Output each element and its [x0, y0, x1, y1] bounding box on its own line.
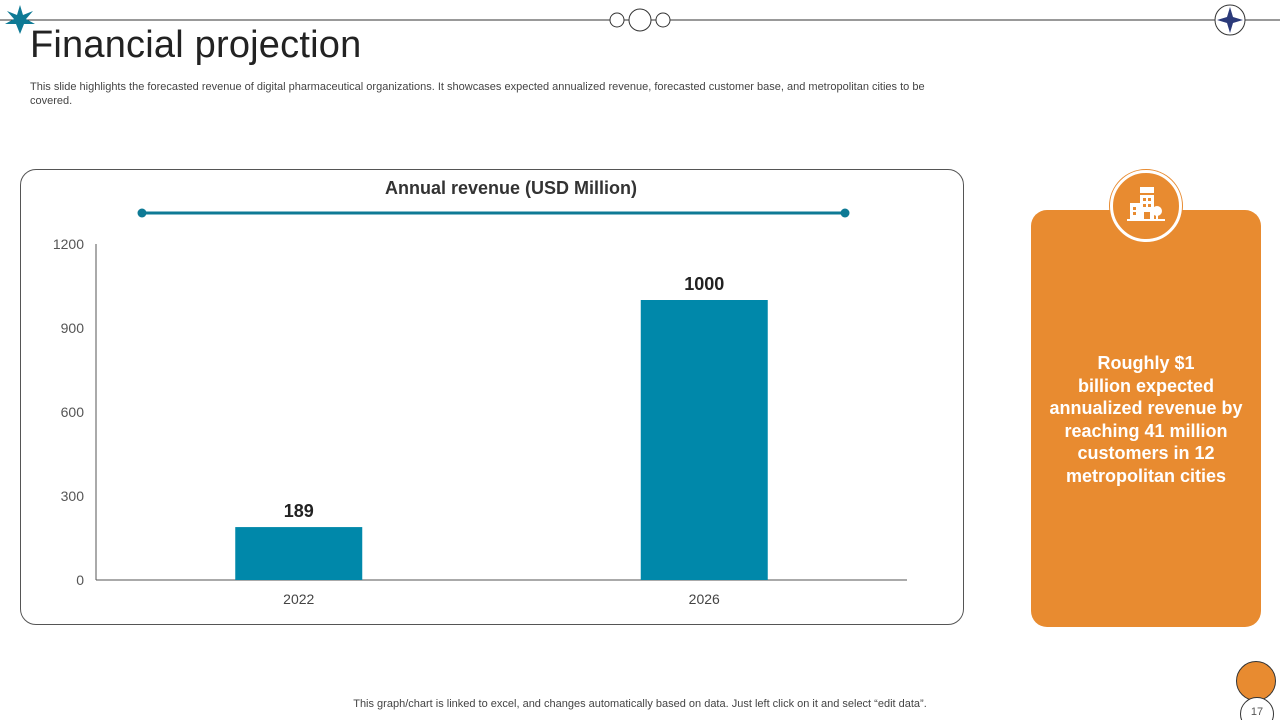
y-tick-label: 1200: [53, 236, 84, 252]
orange-decor-circle: [1236, 661, 1276, 701]
decor-circle-left: [609, 12, 625, 28]
chart-title: Annual revenue (USD Million): [385, 178, 637, 198]
bar-2026: [640, 300, 768, 580]
top-decoration: [0, 4, 1280, 36]
callout-card: [1031, 210, 1261, 627]
y-tick-label: 900: [61, 320, 85, 336]
callout-text: Roughly $1 billion expected annualized r…: [1049, 353, 1243, 486]
teal-star-icon: [5, 5, 35, 34]
building-icon-graphic: [1127, 187, 1165, 221]
building-icon: [1110, 170, 1182, 242]
data-label: 1000: [684, 274, 724, 294]
data-label: 189: [284, 501, 314, 521]
y-tick-label: 0: [76, 572, 84, 588]
compass-star-icon: [1214, 4, 1246, 36]
y-tick-label: 600: [61, 404, 85, 420]
y-tick-label: 300: [61, 488, 85, 504]
chart-card[interactable]: [20, 169, 964, 625]
page-title: Financial projection: [30, 24, 362, 66]
footer-note: This graph/chart is linked to excel, and…: [353, 698, 927, 710]
decor-circle-center: [628, 8, 652, 32]
page-subtitle: This slide highlights the forecasted rev…: [30, 81, 925, 107]
x-tick-label: 2022: [283, 591, 314, 607]
x-tick-label: 2026: [689, 591, 720, 607]
decor-circle-right: [655, 12, 671, 28]
title-underline-dot-right: [840, 208, 850, 218]
bar-2022: [235, 527, 363, 580]
title-underline-dot-left: [137, 208, 147, 218]
